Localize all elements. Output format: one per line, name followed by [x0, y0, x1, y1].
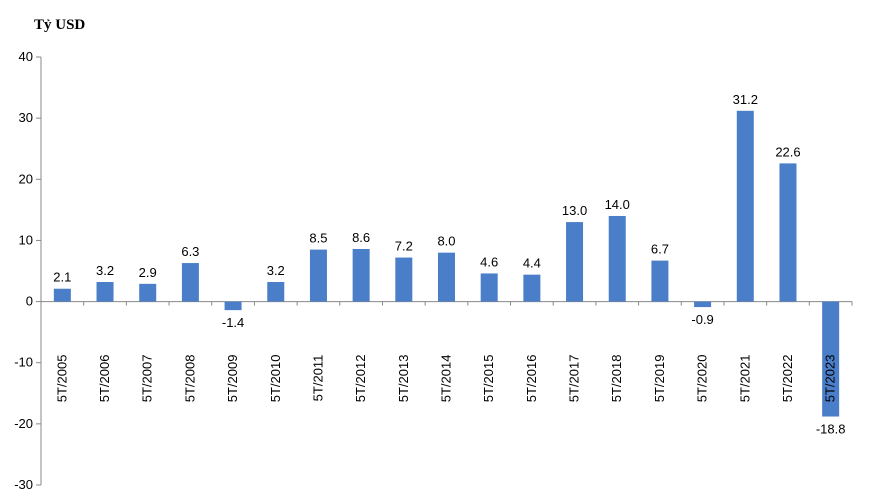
bar [736, 110, 754, 302]
y-tick-label: -30 [14, 477, 33, 492]
bar [566, 222, 584, 302]
data-label: -18.8 [816, 422, 846, 437]
bar [395, 257, 413, 302]
category-label: 5T/2007 [140, 355, 155, 403]
bar [779, 163, 797, 302]
category-label: 5T/2022 [780, 355, 795, 403]
category-label: 5T/2008 [182, 355, 197, 403]
data-label: 3.2 [96, 263, 114, 278]
data-label: 13.0 [562, 203, 587, 218]
category-label: 5T/2014 [439, 355, 454, 403]
bar [352, 248, 370, 302]
bar [181, 263, 199, 302]
category-label: 5T/2016 [524, 355, 539, 403]
bar [694, 301, 712, 308]
category-label: 5T/2018 [609, 355, 624, 403]
category-label: 5T/2011 [310, 355, 325, 402]
category-label: 5T/2010 [268, 355, 283, 403]
bar [651, 260, 669, 302]
data-label: 4.4 [523, 256, 541, 271]
data-labels: 2.1 3.2 2.9 6.3 -1.4 3.2 8.5 8.6 7.2 8.0 4.6 4.4 13.… [53, 92, 845, 437]
bar [523, 274, 541, 302]
category-label: 5T/2023 [823, 355, 838, 403]
data-label: 6.7 [651, 242, 669, 257]
bars [53, 110, 840, 417]
y-tick-label: 30 [19, 110, 33, 125]
category-label: 5T/2017 [567, 355, 582, 403]
data-label: 3.2 [267, 263, 285, 278]
bar [822, 301, 840, 417]
data-label: 6.3 [181, 244, 199, 259]
data-label: 2.9 [139, 265, 157, 280]
y-tick-label: -10 [14, 355, 33, 370]
category-label: 5T/2019 [652, 355, 667, 403]
x-axis [40, 301, 853, 306]
category-label: 5T/2005 [54, 355, 69, 403]
bar [438, 252, 455, 302]
bar [608, 215, 626, 302]
category-labels: 5T/2005 5T/2006 5T/2007 5T/2008 5T/2009 5T/20… [54, 355, 837, 403]
category-label: 5T/2006 [97, 355, 112, 403]
bar [309, 249, 327, 302]
bar [53, 288, 71, 302]
category-label: 5T/2021 [737, 355, 752, 403]
bar [139, 283, 157, 302]
category-label: 5T/2020 [695, 355, 710, 403]
category-label: 5T/2012 [353, 355, 368, 403]
bar [96, 282, 114, 302]
data-label: 22.6 [775, 144, 800, 159]
data-label: 8.6 [352, 230, 370, 245]
data-label: 4.6 [480, 254, 498, 269]
category-label: 5T/2009 [225, 355, 240, 403]
y-tick-label: 40 [19, 49, 33, 64]
y-tick-label: 20 [19, 171, 33, 186]
data-label: 8.5 [309, 231, 327, 246]
data-label: -1.4 [222, 315, 244, 330]
y-axis: 40 30 20 10 0 -10 -20 -30 [14, 49, 42, 492]
category-label: 5T/2013 [396, 355, 411, 403]
data-label: 14.0 [605, 197, 630, 212]
bar [267, 282, 285, 302]
bar [480, 273, 498, 302]
data-label: 2.1 [53, 270, 71, 285]
y-tick-label: -20 [14, 416, 33, 431]
unit-label: Tỷ USD [34, 17, 85, 33]
y-tick-label: 10 [19, 232, 33, 247]
category-label: 5T/2015 [481, 355, 496, 403]
y-tick-label: 0 [26, 294, 33, 309]
data-label: 7.2 [395, 239, 413, 254]
data-label: 8.0 [437, 234, 455, 249]
bar [224, 301, 242, 311]
data-label: 31.2 [733, 92, 758, 107]
data-label: -0.9 [691, 312, 713, 327]
